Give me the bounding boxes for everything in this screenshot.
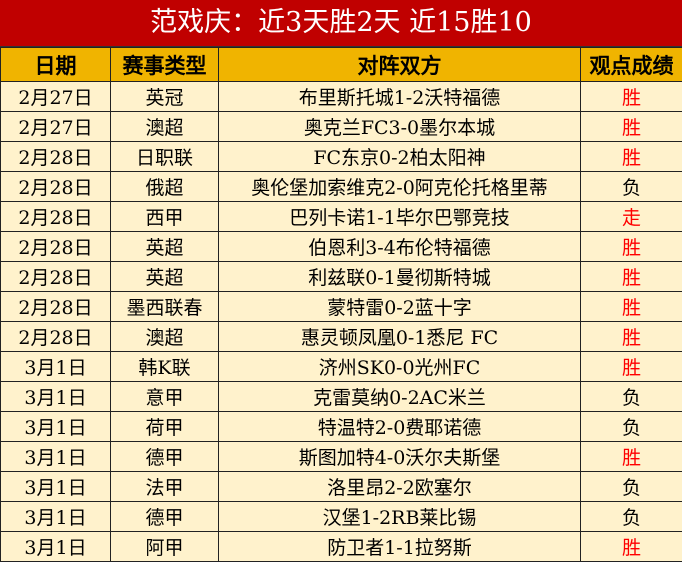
date-cell: 3月1日: [0, 411, 111, 442]
match-cell: 巴列卡诺1-1毕尔巴鄂竞技: [218, 201, 581, 232]
match-cell: 蒙特雷0-2蓝十字: [218, 291, 581, 322]
match-cell: 济州SK0-0光州FC: [218, 351, 581, 382]
result-cell: 胜: [580, 351, 682, 382]
result-cell: 胜: [580, 141, 682, 172]
result-cell: 负: [580, 381, 682, 412]
table-row: 3月1日 德甲 斯图加特4-0沃尔夫斯堡胜: [0, 441, 682, 472]
date-cell: 3月1日: [0, 471, 111, 502]
result-cell: 胜: [580, 321, 682, 352]
table-row: 3月1日 德甲 汉堡1-2RB莱比锡负: [0, 501, 682, 532]
match-cell: 特温特2-0费耶诺德: [218, 411, 581, 442]
date-cell: 2月28日: [0, 171, 111, 202]
date-cell: 2月28日: [0, 201, 111, 232]
league-cell: 西甲: [110, 201, 219, 232]
table-row: 2月28日 澳超 惠灵顿凤凰0-1悉尼 FC 胜: [0, 321, 682, 352]
table-row: 3月1日 阿甲 防卫者1-1拉努斯胜: [0, 531, 682, 562]
table-row: 2月28日 英超 伯恩利3-4布伦特福德胜: [0, 231, 682, 262]
league-cell: 德甲: [110, 501, 219, 532]
result-cell: 胜: [580, 231, 682, 262]
date-cell: 2月28日: [0, 231, 111, 262]
results-table: 日期 赛事类型 对阵双方 观点成绩 2月27日 英冠 布里斯托城1-2沃特福德胜 2月…: [0, 47, 682, 562]
match-cell: 伯恩利3-4布伦特福德: [218, 231, 581, 262]
result-cell: 负: [580, 411, 682, 442]
table-row: 3月1日 法甲 洛里昂2-2欧塞尔负: [0, 471, 682, 502]
date-cell: 2月28日: [0, 321, 111, 352]
league-cell: 日职联: [110, 141, 219, 172]
league-cell: 英超: [110, 261, 219, 292]
league-cell: 韩K联: [110, 351, 219, 382]
league-cell: 墨西联春: [110, 291, 219, 322]
match-cell: 惠灵顿凤凰0-1悉尼 FC: [218, 321, 581, 352]
league-cell: 英超: [110, 231, 219, 262]
date-cell: 2月27日: [0, 81, 111, 112]
table-row: 2月28日 墨西联春 蒙特雷0-2蓝十字胜: [0, 291, 682, 322]
match-cell: 奥伦堡加索维克2-0阿克伦托格里蒂: [218, 171, 581, 202]
table-row: 3月1日 韩K联 济州SK0-0光州FC 胜: [0, 351, 682, 382]
date-cell: 2月28日: [0, 141, 111, 172]
header-date: 日期: [0, 47, 111, 82]
match-cell: 布里斯托城1-2沃特福德: [218, 81, 581, 112]
match-cell: 汉堡1-2RB莱比锡: [218, 501, 581, 532]
league-cell: 法甲: [110, 471, 219, 502]
table-row: 2月27日 澳超 奥克兰FC3-0墨尔本城胜: [0, 111, 682, 142]
result-cell: 胜: [580, 81, 682, 112]
table-row: 3月1日 荷甲 特温特2-0费耶诺德负: [0, 411, 682, 442]
league-cell: 澳超: [110, 321, 219, 352]
page-title: 范戏庆：近3天胜2天 近15胜10: [0, 0, 682, 47]
match-cell: 斯图加特4-0沃尔夫斯堡: [218, 441, 581, 472]
date-cell: 2月27日: [0, 111, 111, 142]
date-cell: 2月28日: [0, 261, 111, 292]
league-cell: 荷甲: [110, 411, 219, 442]
match-cell: 克雷莫纳0-2AC米兰: [218, 381, 581, 412]
date-cell: 3月1日: [0, 441, 111, 472]
match-cell: 防卫者1-1拉努斯: [218, 531, 581, 562]
match-cell: 利兹联0-1曼彻斯特城: [218, 261, 581, 292]
date-cell: 3月1日: [0, 351, 111, 382]
table-row: 3月1日 意甲 克雷莫纳0-2AC米兰负: [0, 381, 682, 412]
league-cell: 英冠: [110, 81, 219, 112]
table-row: 2月28日 西甲 巴列卡诺1-1毕尔巴鄂竞技走: [0, 201, 682, 232]
result-cell: 负: [580, 471, 682, 502]
header-match: 对阵双方: [218, 47, 581, 82]
result-cell: 胜: [580, 111, 682, 142]
result-cell: 负: [580, 171, 682, 202]
header-row: 日期 赛事类型 对阵双方 观点成绩: [0, 47, 682, 82]
table-row: 2月27日 英冠 布里斯托城1-2沃特福德胜: [0, 81, 682, 112]
result-cell: 胜: [580, 441, 682, 472]
result-cell: 胜: [580, 531, 682, 562]
table-row: 2月28日 俄超 奥伦堡加索维克2-0阿克伦托格里蒂负: [0, 171, 682, 202]
league-cell: 德甲: [110, 441, 219, 472]
result-cell: 胜: [580, 291, 682, 322]
table-row: 2月28日 英超 利兹联0-1曼彻斯特城胜: [0, 261, 682, 292]
table-row: 2月28日 日职联 FC东京0-2柏太阳神胜: [0, 141, 682, 172]
result-cell: 负: [580, 501, 682, 532]
league-cell: 俄超: [110, 171, 219, 202]
match-cell: 奥克兰FC3-0墨尔本城: [218, 111, 581, 142]
result-cell: 走: [580, 201, 682, 232]
league-cell: 意甲: [110, 381, 219, 412]
date-cell: 3月1日: [0, 531, 111, 562]
result-cell: 胜: [580, 261, 682, 292]
league-cell: 阿甲: [110, 531, 219, 562]
league-cell: 澳超: [110, 111, 219, 142]
header-result: 观点成绩: [580, 47, 682, 82]
date-cell: 2月28日: [0, 291, 111, 322]
date-cell: 3月1日: [0, 501, 111, 532]
header-league: 赛事类型: [110, 47, 219, 82]
date-cell: 3月1日: [0, 381, 111, 412]
match-cell: FC东京0-2柏太阳神: [218, 141, 581, 172]
match-cell: 洛里昂2-2欧塞尔: [218, 471, 581, 502]
